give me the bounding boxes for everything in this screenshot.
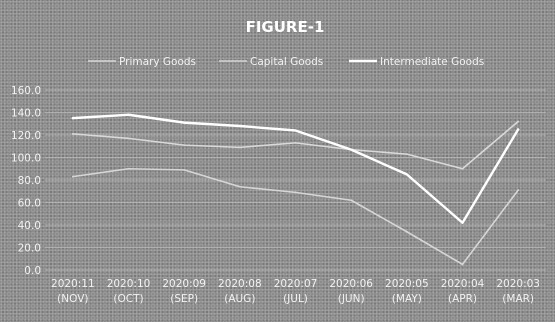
x-tick-label: 2020:05 (MAY) <box>385 278 429 305</box>
x-tick-label: 2020:03 (MAR) <box>496 278 540 305</box>
data-point <box>238 185 241 188</box>
legend: Primary Goods Capital Goods Intermediate G… <box>88 56 484 68</box>
x-tick-label-line: (MAY) <box>392 293 422 305</box>
data-point <box>350 199 353 202</box>
legend-item: Intermediate Goods <box>349 56 484 68</box>
x-tick-label-line: (JUN) <box>338 293 365 305</box>
x-tick-label-line: (JUL) <box>283 293 308 305</box>
x-tick-label-line: 2020:06 <box>329 278 373 290</box>
series-line <box>72 120 519 170</box>
x-tick-label: 2020:04 (APR) <box>441 278 485 305</box>
data-point <box>405 230 408 233</box>
x-tick-label-line: 2020:09 <box>162 278 206 290</box>
legend-item: Primary Goods <box>88 56 196 68</box>
x-tick-label-line: 2020:03 <box>496 278 540 290</box>
data-point <box>127 113 130 116</box>
data-point <box>183 168 186 171</box>
data-point <box>461 263 464 266</box>
data-point <box>405 173 408 176</box>
data-point <box>294 191 297 194</box>
x-tick-label-line: 2020:11 <box>51 278 95 290</box>
series-line <box>72 167 519 266</box>
data-point <box>461 221 464 224</box>
series-2 <box>71 113 520 224</box>
y-tick-label: 120.0 <box>11 130 41 142</box>
data-point <box>350 148 353 151</box>
x-axis: 2020:11 (NOV)2020:10 (OCT)2020:09 (SEP)2020… <box>51 278 540 305</box>
x-tick-label: 2020:06 (JUN) <box>329 278 373 305</box>
x-tick-label-line: (MAR) <box>502 293 534 305</box>
data-point <box>461 167 464 170</box>
data-point <box>517 189 520 192</box>
y-tick-label: 80.0 <box>18 175 41 187</box>
x-tick-label-line: 2020:07 <box>274 278 318 290</box>
series-1 <box>71 167 520 266</box>
y-tick-label: 20.0 <box>18 243 41 255</box>
x-tick-label-line: 2020:10 <box>107 278 151 290</box>
x-tick-label-line: (NOV) <box>57 293 88 305</box>
data-point <box>127 167 130 170</box>
x-tick-label-line: (SEP) <box>170 293 198 305</box>
data-point <box>405 153 408 156</box>
data-point <box>127 137 130 140</box>
x-tick-label-line: 2020:04 <box>441 278 485 290</box>
legend-label: Primary Goods <box>119 56 196 68</box>
legend-label: Capital Goods <box>250 56 323 68</box>
y-tick-label: 60.0 <box>18 198 41 210</box>
data-point <box>517 128 520 131</box>
x-tick-label-line: 2020:05 <box>385 278 429 290</box>
series-lines <box>71 113 520 266</box>
x-tick-label: 2020:11 (NOV) <box>51 278 95 305</box>
data-point <box>294 129 297 132</box>
legend-label: Intermediate Goods <box>380 56 484 68</box>
y-tick-label: 160.0 <box>11 85 41 97</box>
x-tick-label-line: 2020:08 <box>218 278 262 290</box>
x-tick-label-line: (OCT) <box>113 293 143 305</box>
data-point <box>71 117 74 120</box>
x-tick-label: 2020:07 (JUL) <box>274 278 318 305</box>
chart-title: FIGURE-1 <box>246 18 325 36</box>
x-tick-label-line: (APR) <box>448 293 477 305</box>
data-point <box>238 125 241 127</box>
y-axis: 0.0 20.0 40.0 60.0 80.0 100.0 120.0 140.0 160.0 <box>11 85 41 277</box>
x-tick-label: 2020:09 (SEP) <box>162 278 206 305</box>
data-point <box>71 132 74 135</box>
legend-item: Capital Goods <box>219 56 323 68</box>
gridlines <box>45 89 546 271</box>
series-0 <box>71 120 520 170</box>
data-point <box>517 120 520 123</box>
x-tick-label: 2020:10 (OCT) <box>107 278 151 305</box>
data-point <box>183 144 186 147</box>
data-point <box>183 121 186 124</box>
data-point <box>294 141 297 144</box>
y-tick-label: 0.0 <box>24 265 41 277</box>
data-point <box>71 175 74 178</box>
x-tick-label: 2020:08 (AUG) <box>218 278 262 305</box>
data-point <box>238 146 241 149</box>
y-tick-label: 40.0 <box>18 220 41 232</box>
x-tick-label-line: (AUG) <box>224 293 255 305</box>
y-tick-label: 140.0 <box>11 108 41 120</box>
y-tick-label: 100.0 <box>11 153 41 165</box>
